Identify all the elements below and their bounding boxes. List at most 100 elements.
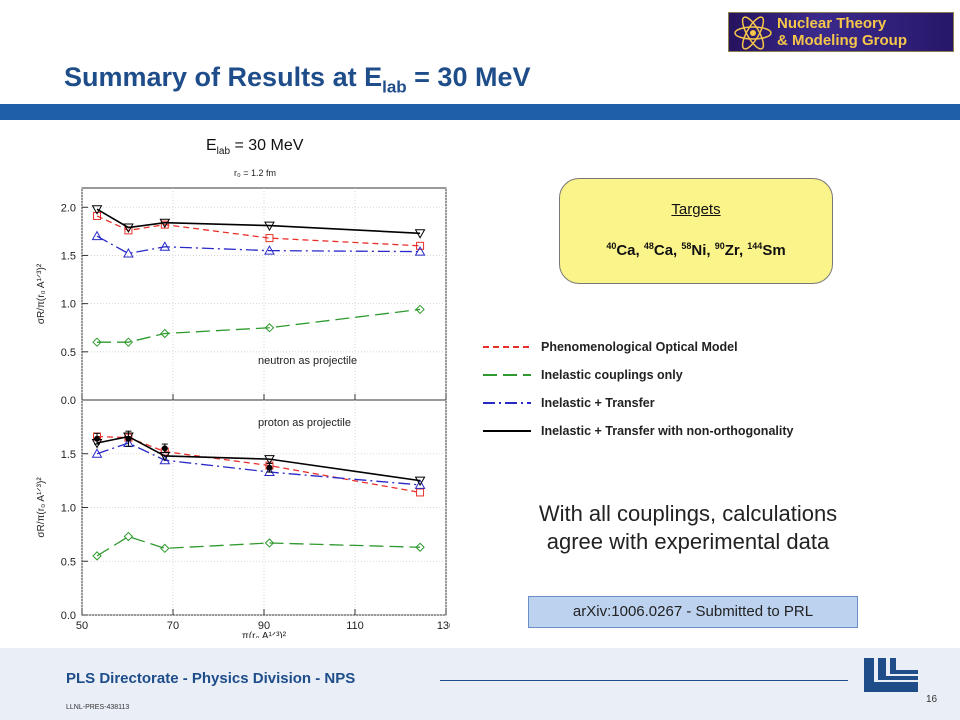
- panel-0-series-1-point-3: [264, 323, 275, 333]
- panel-1-series-1-point-4: [415, 542, 425, 552]
- panel-0-series-2-point-2: [159, 241, 171, 251]
- footer-divider: [440, 680, 848, 681]
- footer: [0, 648, 960, 720]
- chart-title: Elab = 30 MeV: [206, 137, 304, 157]
- title-suffix: = 30 MeV: [406, 62, 531, 92]
- conclusion-text: With all couplings, calculations agree w…: [488, 500, 888, 556]
- panel-0-series-3-point-4: [414, 229, 426, 239]
- panel-0-series-3-point-2: [159, 218, 171, 229]
- chart-subtitle: r₀ = 1.2 fm: [234, 168, 276, 178]
- panel-1-exp-point-3: [266, 464, 273, 471]
- panel-1-series-3-line: [96, 435, 421, 482]
- legend-swatch-0: [483, 346, 531, 348]
- panel-0-ytick-label-4: 2.0: [61, 202, 76, 214]
- legend-label-0: Phenomenological Optical Model: [541, 340, 738, 354]
- panel-0-series-2-point-4: [414, 246, 426, 256]
- panel-1-series-1-point-1: [123, 531, 134, 542]
- panel-1-series-1-point-0: [92, 551, 102, 561]
- panel-1-series-1-point-2: [160, 543, 170, 554]
- target-symbol-1: Ca,: [653, 242, 682, 259]
- target-symbol-3: Zr,: [724, 242, 748, 259]
- xtick-label-0: 50: [76, 620, 88, 632]
- title-subscript: lab: [382, 77, 407, 97]
- panel-1-series-1-line: [96, 535, 421, 557]
- panel-1-ytick-label-0: 0.0: [61, 610, 76, 622]
- panel-0-ytick-label-1: 0.5: [61, 347, 76, 359]
- legend-swatch-2: [483, 402, 531, 404]
- panel-0-y-axis-label: σR/π(r₀ A¹ᐟ³)²: [36, 263, 47, 324]
- page-number: 16: [926, 694, 938, 705]
- panel-1-ytick-label-2: 1.0: [61, 503, 76, 515]
- xtick-label-3: 110: [346, 620, 364, 632]
- target-symbol-4: Sm: [762, 242, 786, 259]
- panel-0-series-2-point-0: [91, 230, 103, 241]
- legend-swatch-1: [483, 374, 531, 376]
- logo-text: Nuclear Theory & Modeling Group: [777, 15, 907, 49]
- page-title: Summary of Results at Elab = 30 MeV: [64, 62, 530, 97]
- panel-1-series-2-point-0: [91, 448, 103, 458]
- panel-0-series-1-line: [97, 308, 421, 343]
- logo-line-2: & Modeling Group: [777, 32, 907, 49]
- panel-0-series-0-line: [96, 215, 421, 247]
- panel-0-ytick-label-0: 0.0: [61, 395, 76, 407]
- targets-list: 40Ca, 48Ca, 58Ni, 90Zr, 144Sm: [560, 241, 832, 259]
- target-mass-1: 48: [643, 241, 654, 251]
- document-id: LLNL-PRES-438113: [66, 704, 130, 711]
- legend-swatch-3: [483, 430, 531, 432]
- panel-0-ytick-label-2: 1.0: [61, 299, 76, 311]
- conclusion-line-2: agree with experimental data: [546, 529, 830, 554]
- panel-1-exp-point-2: [161, 445, 168, 452]
- legend-label-1: Inelastic couplings only: [541, 368, 683, 382]
- panel-0-series-1-point-2: [160, 328, 170, 339]
- target-symbol-2: Ni,: [691, 242, 715, 259]
- panel-0-series-1-point-1: [123, 337, 134, 347]
- panel-0-series-2-line: [96, 235, 421, 255]
- panel-0-series-1-point-0: [92, 337, 102, 347]
- panel-0-series-3-point-0: [91, 205, 103, 215]
- cross-section-chart: Elab = 30 MeV r₀ = 1.2 fm 0.0 0.5 1.0 1.5 2.0 σ…: [36, 137, 450, 638]
- targets-box: Targets 40Ca, 48Ca, 58Ni, 90Zr, 144Sm: [559, 178, 833, 284]
- panel-1-ytick-label-1: 0.5: [61, 556, 76, 568]
- footer-directorate: PLS Directorate - Physics Division - NPS: [66, 670, 356, 687]
- chart-title-main: E: [206, 137, 217, 154]
- panel-0-series-0-point-4: [416, 241, 425, 250]
- title-prefix: Summary of Results at E: [64, 62, 383, 92]
- xtick-label-1: 70: [167, 620, 179, 632]
- panel-0-label: neutron as projectile: [258, 355, 357, 367]
- panel-0-series-2-point-1: [123, 248, 134, 258]
- panel-1-label: proton as projectile: [258, 417, 351, 429]
- chart-title-rest: = 30 MeV: [230, 137, 304, 154]
- panel-0-series-3-line: [96, 208, 421, 235]
- atom-icon: [734, 16, 772, 50]
- arxiv-reference: arXiv:1006.0267 - Submitted to PRL: [528, 596, 858, 628]
- panel-1-exp-point-0: [94, 435, 101, 442]
- legend-label-3: Inelastic + Transfer with non-orthogonal…: [541, 424, 794, 438]
- target-symbol-0: Ca,: [616, 242, 644, 259]
- targets-title: Targets: [671, 201, 721, 218]
- panel-1-y-axis-label: σR/π(r₀ A¹ᐟ³)²: [36, 477, 47, 538]
- legend-label-2: Inelastic + Transfer: [541, 396, 655, 410]
- panel-0-series-0-point-3: [265, 234, 274, 243]
- panel-1-series-0-point-4: [416, 488, 425, 497]
- target-mass-3: 90: [714, 241, 725, 251]
- panel-1-series-3-point-4: [414, 476, 426, 487]
- target-mass-4: 144: [747, 241, 763, 251]
- logo-line-1: Nuclear Theory: [777, 15, 887, 32]
- panel-0-ytick-label-3: 1.5: [61, 250, 76, 262]
- panel-1-series-1-point-3: [264, 538, 275, 548]
- panel-1-series-3-point-3: [264, 455, 275, 465]
- panel-1-series-2-point-2: [159, 454, 171, 465]
- panel-1-ytick-label-3: 1.5: [61, 449, 76, 461]
- llnl-logo-icon: [864, 658, 918, 692]
- panel-0-series-3-point-1: [123, 223, 134, 234]
- conclusion-line-1: With all couplings, calculations: [538, 501, 838, 526]
- panel-0-series-3-point-3: [264, 221, 275, 232]
- x-axis-label: π(r₀ A¹ᐟ³)²: [242, 631, 287, 638]
- panel-1-exp-point-1: [125, 435, 132, 442]
- xtick-label-4: 130: [437, 620, 450, 632]
- target-mass-2: 58: [681, 241, 692, 251]
- xtick-label-2: 90: [258, 620, 270, 632]
- panel-0-series-2-point-3: [264, 245, 275, 255]
- panel-1-series-2-point-4: [414, 479, 426, 489]
- panel-0-series-1-point-4: [415, 304, 425, 315]
